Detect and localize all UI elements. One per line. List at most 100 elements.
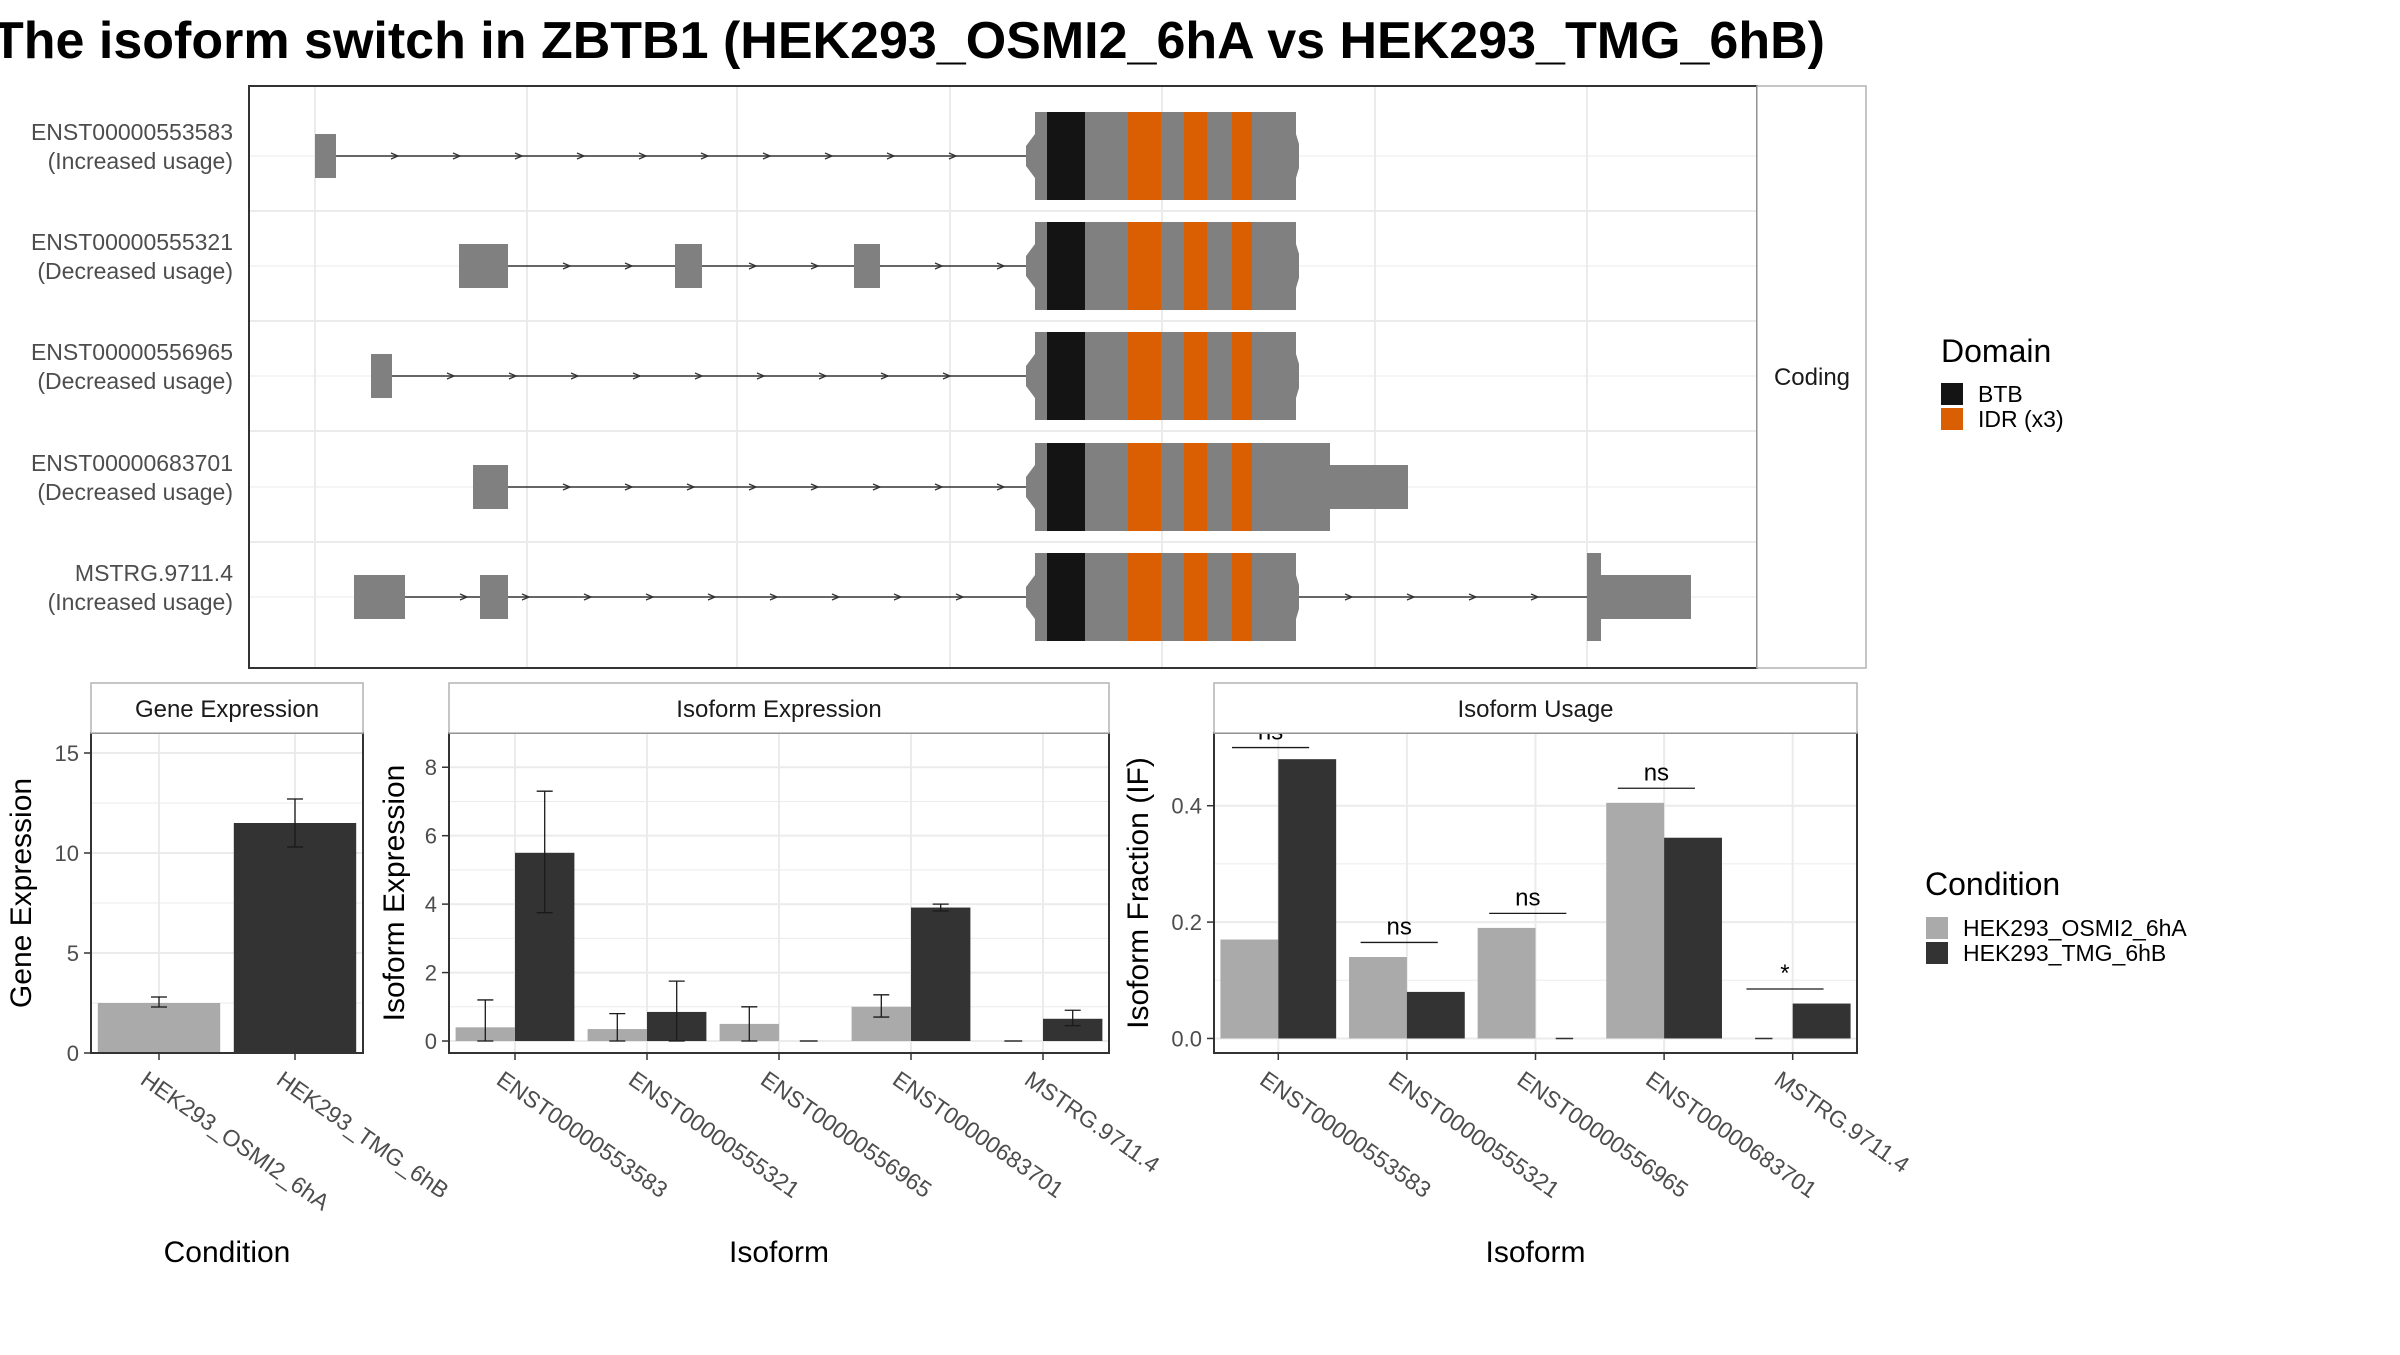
intron-arrow	[686, 483, 696, 491]
intron-arrow	[831, 593, 841, 601]
intron-arrow	[996, 483, 1006, 491]
cds-exon	[1085, 222, 1255, 310]
cds-exon	[1035, 112, 1047, 200]
transcript-usage-label: (Decreased usage)	[37, 368, 233, 394]
utr-exon	[473, 465, 508, 509]
y-tick-label: 5	[67, 941, 79, 966]
y-tick-label: 0.2	[1171, 910, 1202, 935]
utr-exon	[854, 244, 880, 288]
cds-exon	[1255, 443, 1330, 531]
intron-arrow	[1530, 593, 1540, 601]
transcript-row	[315, 112, 1299, 200]
structure-panel: ENST00000553583 (Increased usage) ENST0000…	[31, 85, 1867, 669]
utr-exon	[480, 575, 508, 619]
idr-domain	[1184, 112, 1207, 200]
bar	[1792, 1003, 1851, 1039]
idr-domain	[1128, 553, 1161, 641]
figure-title: The isoform switch in ZBTB1 (HEK293_OSMI…	[0, 12, 1825, 70]
transcript-id-label: MSTRG.9711.4	[75, 560, 233, 586]
idr-domain	[1128, 112, 1161, 200]
y-tick-label: 0	[67, 1041, 79, 1066]
btb-domain	[1047, 112, 1085, 200]
intron-arrow	[769, 593, 779, 601]
facet-strip	[448, 682, 1110, 734]
x-axis-title: Condition	[164, 1236, 291, 1269]
intron-arrow	[748, 262, 758, 270]
intron-arrow	[1468, 593, 1478, 601]
cds-edge	[1026, 465, 1035, 509]
intron-arrow	[810, 483, 820, 491]
y-tick-label: 6	[425, 824, 437, 849]
coding-strip	[1756, 85, 1867, 669]
intron-arrow	[694, 372, 704, 380]
intron-arrow	[562, 262, 572, 270]
cds-edge	[1296, 354, 1299, 398]
intron-arrow	[948, 152, 958, 160]
transcript-id-label: ENST00000683701	[31, 450, 233, 476]
intron-arrow	[748, 483, 758, 491]
cds-exon	[1035, 332, 1047, 420]
intron-arrow	[955, 593, 965, 601]
coding-strip-label: Coding	[1774, 364, 1850, 391]
intron-arrow	[942, 372, 952, 380]
bar	[1278, 759, 1337, 1039]
significance-label: *	[1780, 960, 1789, 987]
bar	[911, 907, 971, 1042]
transcript-row	[459, 222, 1299, 310]
cds-exon	[1085, 553, 1255, 641]
cds-exon	[1085, 112, 1255, 200]
transcript-row	[371, 332, 1299, 420]
domain-legend-label: IDR (x3)	[1978, 406, 2064, 432]
transcript-id-label: ENST00000553583	[31, 119, 233, 145]
y-tick-label: 8	[425, 755, 437, 780]
significance-label: ns	[1387, 913, 1412, 940]
utr-exon	[315, 134, 336, 178]
facet-strip-label: Isoform Usage	[1457, 696, 1613, 723]
significance-label: ns	[1515, 884, 1540, 911]
bar	[1406, 991, 1465, 1039]
btb-domain	[1047, 553, 1085, 641]
x-tick-label: MSTRG.9711.4	[1020, 1066, 1165, 1178]
intron-arrow	[514, 152, 524, 160]
utr-exon	[1330, 465, 1408, 509]
intron-arrow	[756, 372, 766, 380]
structure-panel-background	[249, 86, 1757, 668]
intron-arrow	[459, 593, 469, 601]
utr-exon	[675, 244, 702, 288]
facet-strip-label: Isoform Expression	[676, 696, 881, 723]
cds-exon	[1085, 443, 1255, 531]
cds-edge	[1026, 244, 1035, 288]
cds-exon	[1255, 332, 1296, 420]
x-axis-title: Isoform	[729, 1236, 829, 1269]
intron-arrow	[824, 152, 834, 160]
transcript-id-label: ENST00000555321	[31, 229, 233, 255]
transcript-usage-label: (Decreased usage)	[37, 258, 233, 284]
utr-exon	[354, 575, 405, 619]
bar	[1664, 837, 1722, 1039]
intron-arrow	[570, 372, 580, 380]
transcript-usage-label: (Increased usage)	[48, 148, 233, 174]
intron-arrow	[446, 372, 456, 380]
significance-label: ns	[1644, 759, 1669, 786]
intron-arrow	[632, 372, 642, 380]
idr-domain	[1184, 443, 1207, 531]
intron-arrow	[810, 262, 820, 270]
y-tick-label: 15	[55, 741, 79, 766]
intron-arrow	[624, 483, 634, 491]
idr-domain	[1128, 332, 1161, 420]
intron-arrow	[390, 152, 400, 160]
y-axis-title: Isoform Expression	[378, 765, 411, 1022]
idr-domain	[1184, 553, 1207, 641]
intron-arrow	[707, 593, 717, 601]
transcript-usage-label: (Decreased usage)	[37, 479, 233, 505]
utr-exon	[1587, 553, 1601, 641]
domain-legend-title: Domain	[1941, 333, 2051, 369]
intron-arrow	[996, 262, 1006, 270]
intron-arrow	[934, 483, 944, 491]
intron-arrow	[886, 152, 896, 160]
bar	[1349, 957, 1407, 1039]
idr-domain	[1232, 443, 1252, 531]
y-tick-label: 0.0	[1171, 1026, 1202, 1051]
